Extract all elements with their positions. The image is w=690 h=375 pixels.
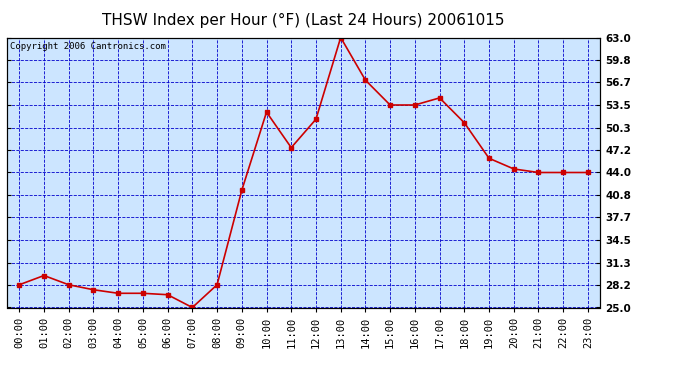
Text: THSW Index per Hour (°F) (Last 24 Hours) 20061015: THSW Index per Hour (°F) (Last 24 Hours)… [102, 13, 505, 28]
Text: Copyright 2006 Cantronics.com: Copyright 2006 Cantronics.com [10, 42, 166, 51]
